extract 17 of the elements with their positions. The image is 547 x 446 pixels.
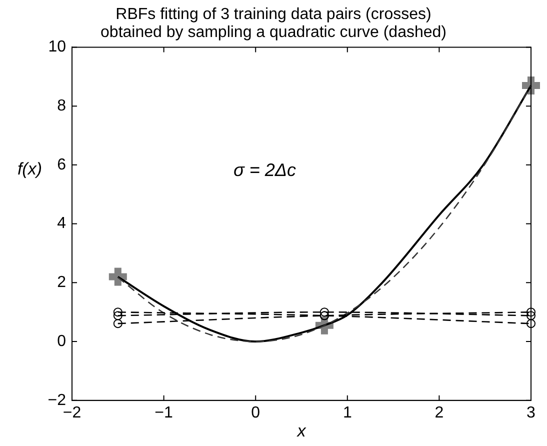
x-tick-label: 2 xyxy=(434,404,444,422)
x-tick-label: 0 xyxy=(251,404,260,422)
y-tick-label: 10 xyxy=(48,38,66,56)
y-tick-label: 4 xyxy=(57,215,66,232)
y-tick-label: 2 xyxy=(57,274,66,292)
x-axis-title: x xyxy=(296,422,306,441)
y-tick-label: 8 xyxy=(57,97,66,114)
y-tick-label: 0 xyxy=(57,332,66,350)
y-tick-label: 6 xyxy=(57,156,66,174)
x-tick-label: 1 xyxy=(342,404,352,422)
y-axis-title: f(x) xyxy=(17,160,42,179)
x-tick-label: −1 xyxy=(154,404,174,422)
text: obtained by sampling a quadratic curve (dashed) xyxy=(100,24,446,41)
x-tick-label: 3 xyxy=(526,404,536,422)
text: RBFs fitting of 3 training data pairs (crosses) xyxy=(116,6,432,24)
y-tick-label: −2 xyxy=(48,392,66,409)
annotation: σ = 2Δc xyxy=(234,160,296,180)
